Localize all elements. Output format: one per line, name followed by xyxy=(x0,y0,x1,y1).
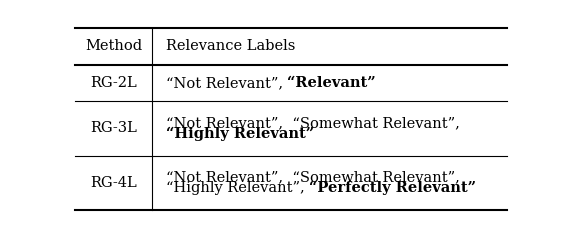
Text: “Highly Relevant”,: “Highly Relevant”, xyxy=(166,181,309,195)
Text: “Not Relevant”,  “Somewhat Relevant”,: “Not Relevant”, “Somewhat Relevant”, xyxy=(166,171,460,185)
Text: “Not Relevant”,  “Somewhat Relevant”,: “Not Relevant”, “Somewhat Relevant”, xyxy=(166,116,460,130)
Text: RG-3L: RG-3L xyxy=(90,121,137,135)
Text: “Highly Relevant”: “Highly Relevant” xyxy=(166,126,314,141)
Text: Method: Method xyxy=(85,39,143,54)
Text: “Perfectly Relevant”: “Perfectly Relevant” xyxy=(309,181,476,195)
Text: Relevance Labels: Relevance Labels xyxy=(166,39,295,54)
Text: RG-2L: RG-2L xyxy=(90,76,137,90)
Text: “Not Relevant”,: “Not Relevant”, xyxy=(166,76,287,90)
Text: “Relevant”: “Relevant” xyxy=(287,76,376,90)
Text: RG-4L: RG-4L xyxy=(90,176,137,190)
